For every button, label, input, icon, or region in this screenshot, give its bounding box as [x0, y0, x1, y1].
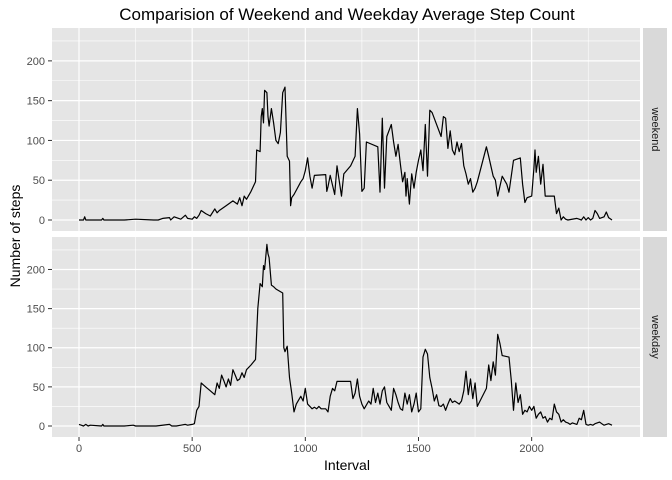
y-tick-label: 0 [39, 215, 45, 227]
facet-strip-label: weekend [649, 106, 661, 151]
x-tick-label: 2000 [519, 443, 543, 455]
series-line-weekday [78, 243, 613, 427]
x-axis-title: Interval [324, 457, 370, 473]
y-tick-label: 50 [33, 175, 45, 187]
y-tick-label: 150 [27, 304, 45, 316]
facet-strip [643, 237, 667, 437]
y-tick-label: 200 [27, 56, 45, 68]
x-tick-label: 1500 [406, 443, 430, 455]
x-tick-label: 500 [183, 443, 201, 455]
panel-weekday: 0 50 100 150 200 weekday [27, 237, 667, 437]
y-tick-label: 100 [27, 343, 45, 355]
x-axis: 0 500 1000 1500 2000 [76, 437, 544, 455]
y-tick-label: 50 [33, 382, 45, 394]
panels: 0 50 100 150 200 weekend 0 50 100 150 200 weekday [27, 28, 667, 437]
y-tick-label: 200 [27, 264, 45, 276]
panel-background [52, 28, 640, 231]
x-tick-label: 1000 [293, 443, 317, 455]
y-tick-label: 0 [39, 421, 45, 433]
y-tick-label: 150 [27, 96, 45, 108]
facet-strip-label: weekday [649, 314, 661, 359]
x-tick-label: 0 [76, 443, 82, 455]
panel-weekend: 0 50 100 150 200 weekend [27, 28, 667, 231]
series-line-weekend [79, 86, 613, 221]
y-axis-title: Number of steps [7, 185, 23, 288]
panel-background [52, 237, 640, 437]
chart-title: Comparision of Weekend and Weekday Avera… [119, 5, 575, 24]
facet-strip [643, 28, 667, 231]
y-tick-label: 100 [27, 135, 45, 147]
